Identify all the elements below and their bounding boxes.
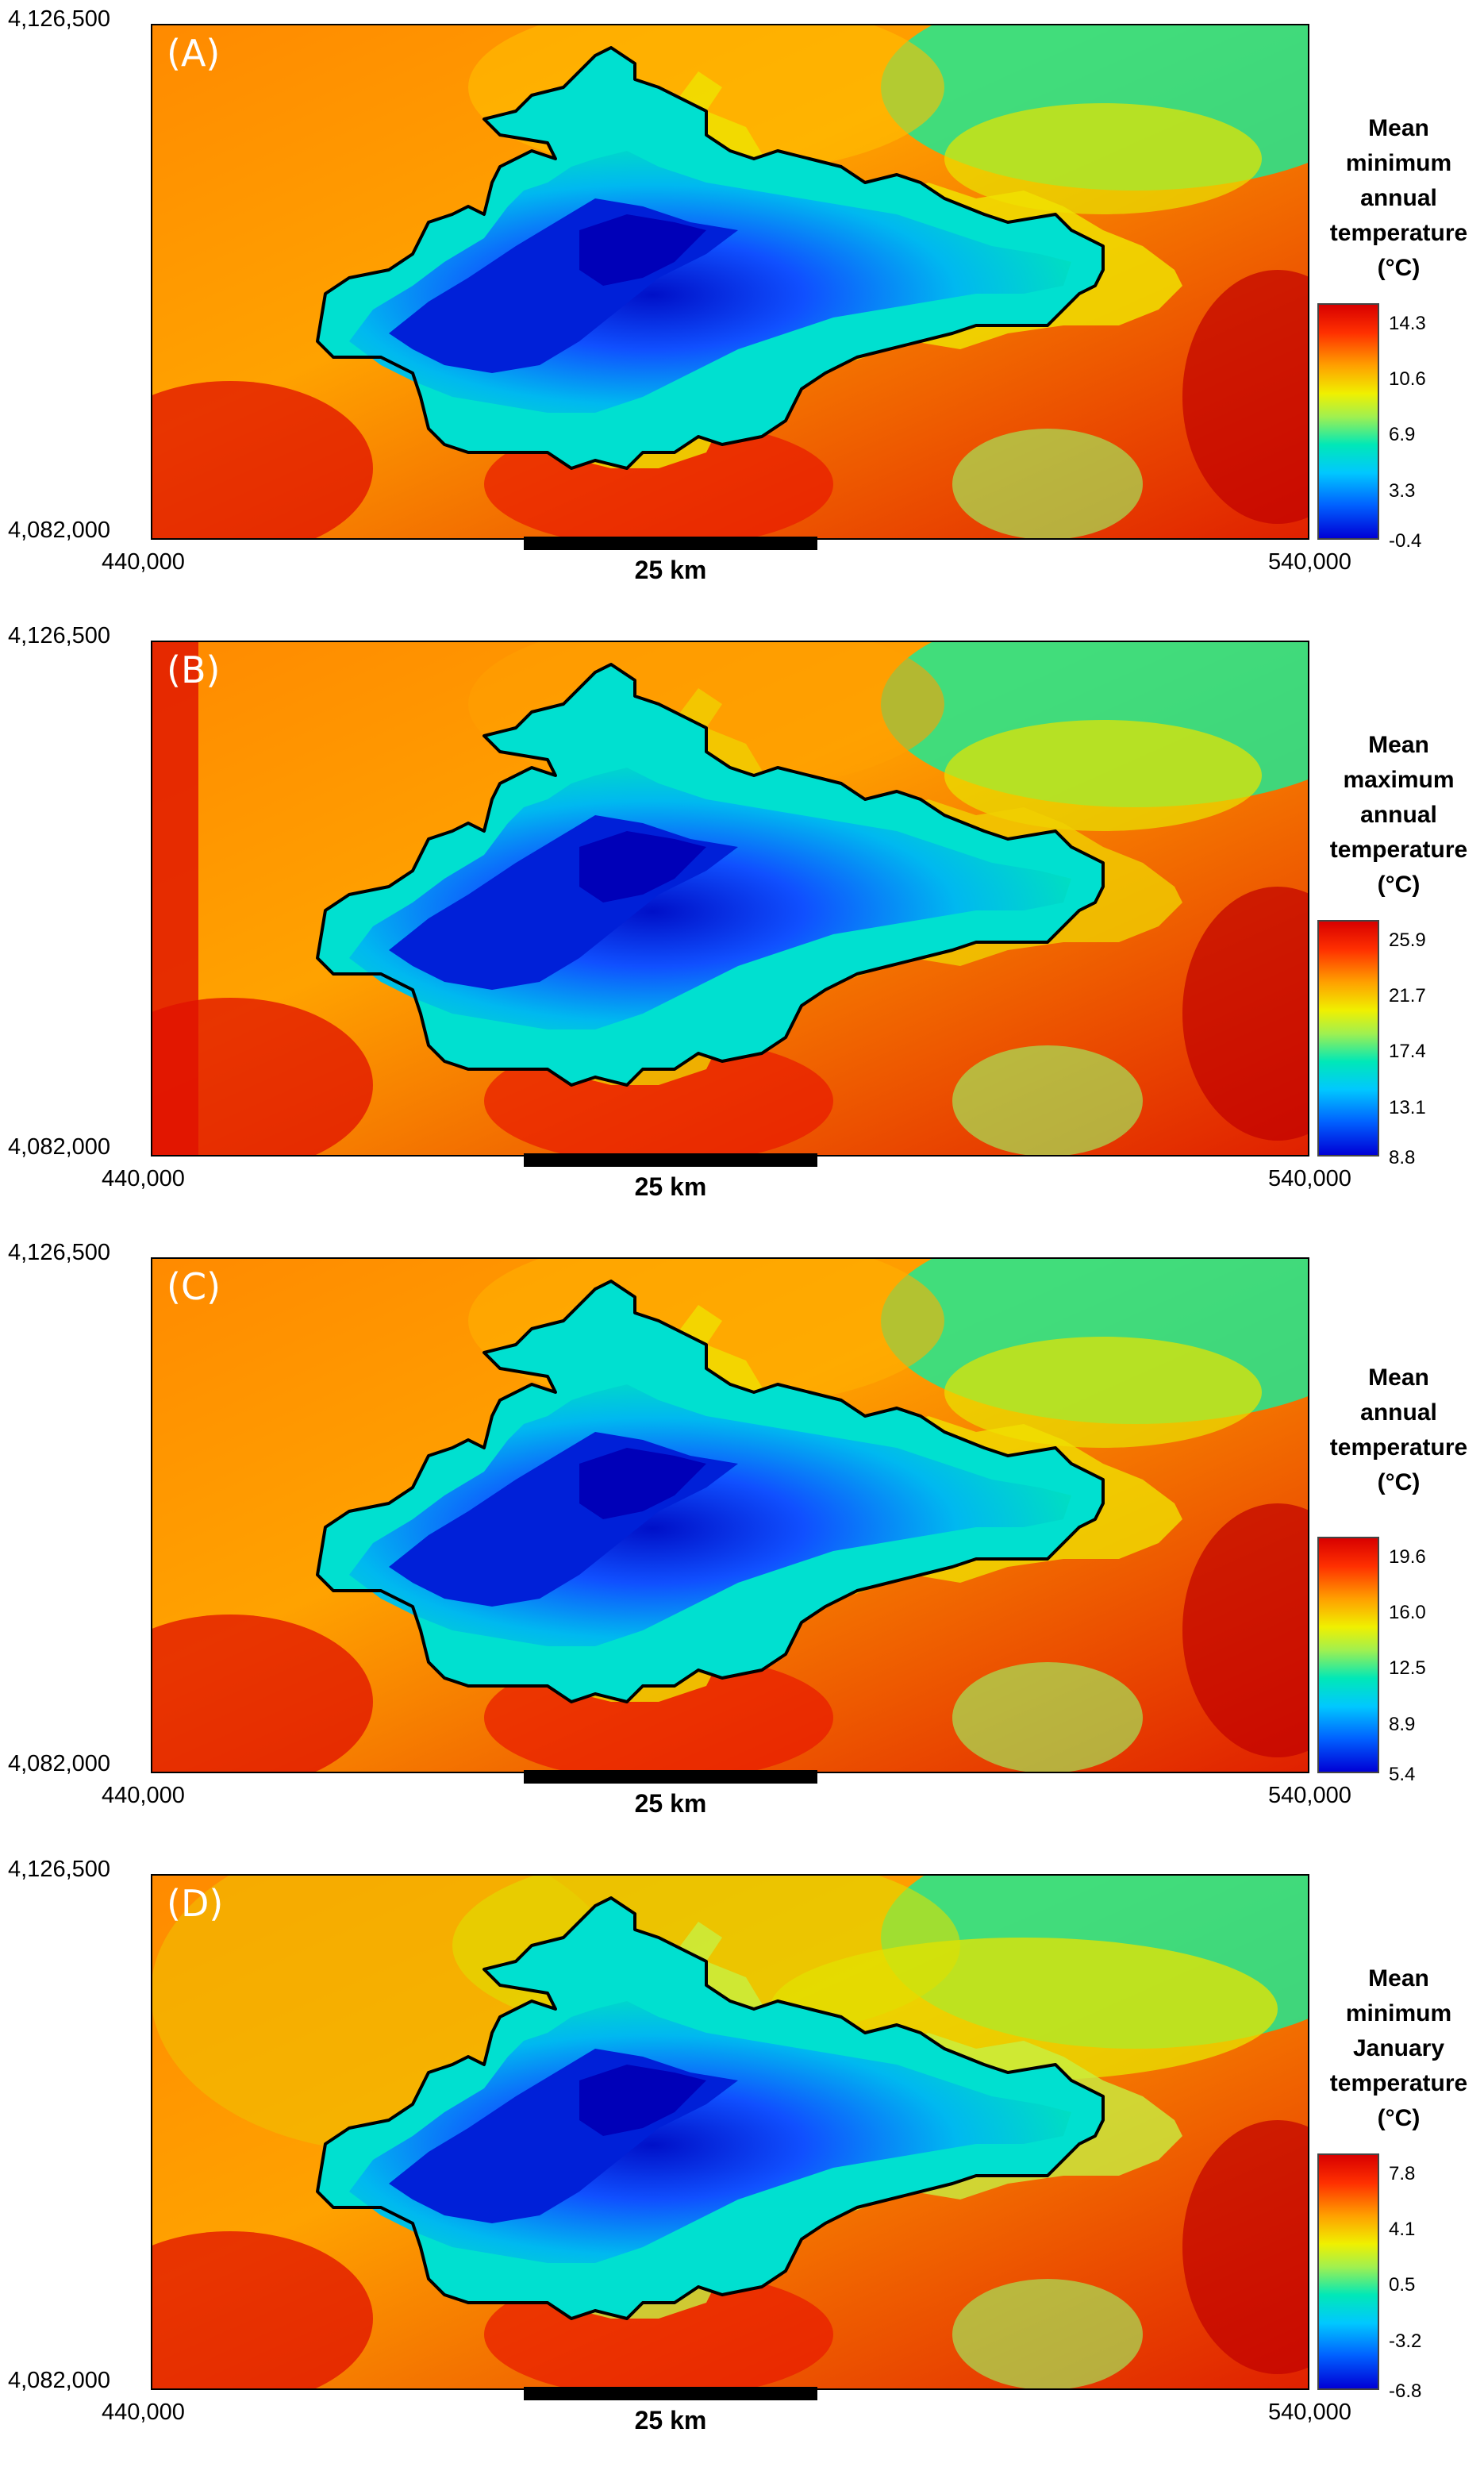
legend-title-line: maximum — [1343, 767, 1455, 793]
legend-title-line: (°C) — [1377, 872, 1421, 898]
legend-title-line: annual — [1360, 1399, 1437, 1426]
legend-title-line: (°C) — [1377, 2105, 1421, 2131]
legend-title-line: temperature — [1329, 837, 1468, 863]
color-scale-tick: -6.8 — [1389, 2380, 1422, 2402]
color-scale-tick: 21.7 — [1389, 985, 1426, 1006]
legend-title-line: Mean — [1368, 115, 1429, 141]
legend-title: Mean minimum January temperature (°C) — [1313, 1961, 1484, 2136]
x-axis-left-label: 440,000 — [102, 1783, 185, 1808]
y-axis-bottom-label: 4,082,000 — [8, 1134, 111, 1160]
y-axis-top-label: 4,126,500 — [8, 6, 111, 32]
temperature-map — [151, 24, 1309, 540]
legend-title-line: minimum — [1345, 2000, 1452, 2026]
x-axis-left-label: 440,000 — [102, 2400, 185, 2425]
legend-title: Mean annual temperature (°C) — [1313, 1361, 1484, 1500]
color-scale-tick: 14.3 — [1389, 313, 1426, 334]
color-scale-tick: 8.9 — [1389, 1714, 1416, 1735]
scale-bar — [524, 537, 817, 550]
color-scale-tick: -0.4 — [1389, 530, 1422, 552]
scale-bar-label: 25 km — [634, 556, 707, 584]
color-scale-tick: 4.1 — [1389, 2219, 1416, 2240]
color-scale-tick: 16.0 — [1389, 1602, 1426, 1623]
temperature-map — [151, 1257, 1309, 1773]
temperature-map — [151, 641, 1309, 1157]
temperature-map — [151, 1874, 1309, 2390]
legend-title-line: (°C) — [1377, 1469, 1421, 1495]
legend-title-line: temperature — [1329, 1434, 1468, 1461]
x-axis-right-label: 540,000 — [1268, 2400, 1351, 2425]
color-scale-bar — [1317, 2153, 1379, 2390]
legend-title-line: annual — [1360, 802, 1437, 828]
color-scale-tick: -3.2 — [1389, 2330, 1422, 2352]
y-axis-top-label: 4,126,500 — [8, 1240, 111, 1265]
panel-label: (D) — [167, 1882, 224, 1925]
x-axis-left-label: 440,000 — [102, 549, 185, 575]
y-axis-bottom-label: 4,082,000 — [8, 1751, 111, 1776]
color-scale-tick: 19.6 — [1389, 1546, 1426, 1568]
color-scale-bar — [1317, 303, 1379, 540]
legend-title: Mean maximum annual temperature (°C) — [1313, 728, 1484, 903]
legend-title-line: Mean — [1368, 732, 1429, 758]
scale-bar — [524, 1153, 817, 1167]
legend-title-line: (°C) — [1377, 255, 1421, 281]
legend-title-line: temperature — [1329, 220, 1468, 246]
color-scale-tick: 5.4 — [1389, 1764, 1416, 1785]
legend-title-line: January — [1352, 2035, 1445, 2061]
panel-b: (B) 4,126,500 4,082,000 440,000 540,000 … — [0, 617, 1484, 1234]
color-scale-tick: 6.9 — [1389, 424, 1416, 445]
panel-label: (A) — [167, 32, 221, 75]
legend-title-line: Mean — [1368, 1364, 1429, 1391]
scale-bar-label: 25 km — [634, 1789, 707, 1818]
legend-title: Mean minimum annual temperature (°C) — [1313, 111, 1484, 286]
y-axis-top-label: 4,126,500 — [8, 623, 111, 649]
panel-a: (A) 4,126,500 4,082,000 440,000 540,000 … — [0, 0, 1484, 617]
scale-bar — [524, 2387, 817, 2400]
x-axis-left-label: 440,000 — [102, 1166, 185, 1191]
x-axis-right-label: 540,000 — [1268, 1166, 1351, 1191]
color-scale-tick: 7.8 — [1389, 2163, 1416, 2184]
legend-title-line: Mean — [1368, 1965, 1429, 1992]
x-axis-right-label: 540,000 — [1268, 1783, 1351, 1808]
scale-bar-label: 25 km — [634, 2406, 707, 2434]
x-axis-right-label: 540,000 — [1268, 549, 1351, 575]
color-scale-tick: 3.3 — [1389, 480, 1416, 502]
legend-title-line: annual — [1360, 185, 1437, 211]
color-scale-bar — [1317, 1537, 1379, 1773]
color-scale-tick: 0.5 — [1389, 2274, 1416, 2296]
legend-title-line: temperature — [1329, 2070, 1468, 2096]
scale-bar-label: 25 km — [634, 1172, 707, 1201]
color-scale-tick: 12.5 — [1389, 1657, 1426, 1679]
color-scale-bar — [1317, 920, 1379, 1157]
y-axis-bottom-label: 4,082,000 — [8, 518, 111, 543]
color-scale-tick: 17.4 — [1389, 1041, 1426, 1062]
y-axis-bottom-label: 4,082,000 — [8, 2368, 111, 2393]
color-scale-tick: 25.9 — [1389, 929, 1426, 951]
color-scale-tick: 8.8 — [1389, 1147, 1416, 1168]
color-scale-tick: 10.6 — [1389, 368, 1426, 390]
panel-c: (C) 4,126,500 4,082,000 440,000 540,000 … — [0, 1234, 1484, 1850]
panel-d: (D) 4,126,500 4,082,000 440,000 540,000 … — [0, 1850, 1484, 2467]
scale-bar — [524, 1770, 817, 1784]
panel-label: (B) — [167, 649, 221, 691]
y-axis-top-label: 4,126,500 — [8, 1857, 111, 1882]
legend-title-line: minimum — [1345, 150, 1452, 176]
panel-label: (C) — [167, 1265, 221, 1308]
color-scale-tick: 13.1 — [1389, 1097, 1426, 1118]
